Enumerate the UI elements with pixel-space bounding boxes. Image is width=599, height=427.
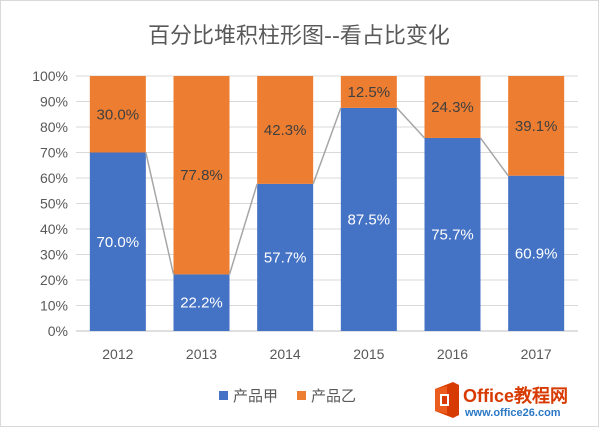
y-tick-label: 30% [40,247,68,263]
series-line [228,183,258,275]
data-label: 70.0% [97,234,140,251]
bar-series-b [508,76,565,176]
x-tick-label: 2015 [353,346,384,362]
bar-series-a [508,175,565,331]
data-label: 24.3% [431,99,474,116]
data-label: 30.0% [97,106,140,123]
series-lines [145,107,509,275]
y-tick-label: 20% [40,272,68,288]
legend: 产品甲 产品乙 [219,387,356,405]
data-label: 57.7% [264,249,307,266]
gridlines [76,75,578,332]
bar-series-b [257,76,314,184]
watermark-url: www.office26.com [464,407,561,419]
y-tick-label: 40% [40,221,68,237]
x-axis: 2012 2013 2014 2015 2016 2017 [102,346,552,362]
bar-series-b [173,76,230,275]
data-label: 39.1% [515,118,558,135]
bars [89,76,565,331]
y-tick-label: 70% [40,145,68,161]
data-label: 60.9% [515,245,558,262]
y-tick-label: 90% [40,94,68,110]
office-logo-icon [435,382,459,418]
y-tick-label: 50% [40,196,68,212]
x-tick-label: 2013 [186,346,217,362]
data-labels: 70.0% 30.0% 22.2% 77.8% 57.7% 42.3% 87.5% 12.5%… [97,84,558,312]
data-label: 75.7% [431,226,474,243]
data-label: 12.5% [348,84,391,101]
bar-series-b [340,76,397,108]
watermark-brand: Office教程网 [463,385,568,406]
y-tick-label: 60% [40,170,68,186]
legend-label: 产品甲 [233,387,278,405]
series-line [145,152,175,275]
data-label: 22.2% [180,295,223,312]
bar-series-a [173,274,230,331]
legend-swatch [297,391,306,400]
bar-series-a [257,183,314,331]
data-label: 77.8% [180,167,223,184]
series-line [479,137,509,177]
x-tick-label: 2014 [270,346,301,362]
chart-title: 百分比堆积柱形图--看占比变化 [148,24,450,49]
x-tick-label: 2017 [521,346,552,362]
bar-series-b [424,76,481,138]
series-line [396,107,426,139]
x-tick-label: 2016 [437,346,468,362]
legend-label: 产品乙 [311,387,356,405]
y-tick-label: 0% [48,323,68,339]
bar-series-a [424,137,481,331]
y-axis: 0% 10% 20% 30% 40% 50% 60% 70% 80% 90% 100% [32,68,68,339]
y-tick-label: 10% [40,298,68,314]
y-tick-label: 80% [40,119,68,135]
watermark: Office教程网 www.office26.com [435,382,568,419]
bar-series-a [340,107,397,331]
bar-series-a [89,152,146,331]
data-label: 42.3% [264,122,307,139]
bar-series-b [89,76,146,153]
x-tick-label: 2012 [102,346,133,362]
data-label: 87.5% [348,211,391,228]
y-tick-label: 100% [32,68,68,84]
legend-swatch [219,391,228,400]
series-line [312,107,342,185]
